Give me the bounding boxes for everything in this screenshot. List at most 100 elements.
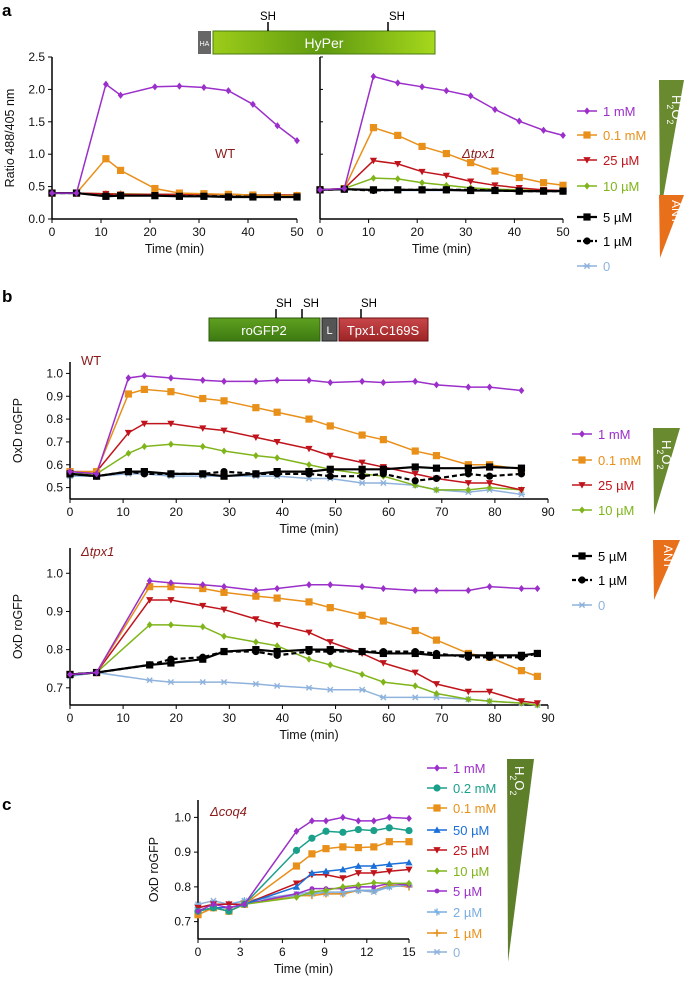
series-1mM xyxy=(67,577,541,679)
data-point xyxy=(273,193,281,201)
legend-label: 0 xyxy=(603,259,610,274)
chart-b-tpx1: 0 10 20 30 40 50 60 70 80 90 0.7 0.8 0.9 1.0 Time (min… xyxy=(11,544,555,742)
data-point xyxy=(249,193,257,201)
legend-item: 25 µM xyxy=(427,843,489,858)
data-point xyxy=(370,72,377,81)
legend-label: 10 µM xyxy=(603,179,639,194)
data-point xyxy=(252,646,260,654)
data-point xyxy=(355,881,362,889)
data-point xyxy=(358,647,366,656)
data-point xyxy=(432,651,441,659)
data-point xyxy=(370,817,377,825)
data-point xyxy=(117,166,125,174)
x-tick-label: 6 xyxy=(279,945,286,959)
data-point xyxy=(492,105,498,114)
data-point xyxy=(253,452,259,460)
legend-item: 1 µM xyxy=(577,234,632,249)
data-point xyxy=(485,688,494,696)
x-tick-label: 70 xyxy=(435,711,449,725)
y-tick-label: 0.9 xyxy=(174,845,191,859)
y-tick-label: 0.7 xyxy=(46,681,63,695)
legend-label: 5 µM xyxy=(453,884,482,899)
data-point xyxy=(151,184,159,193)
legend-marker-icon xyxy=(434,888,440,894)
data-point xyxy=(124,468,133,476)
data-point xyxy=(323,886,329,894)
x-tick-label: 30 xyxy=(223,711,237,725)
series-1uM xyxy=(316,185,567,195)
y-tick-label: 2.0 xyxy=(28,82,45,96)
data-point xyxy=(140,468,148,476)
legend-label: 25 µM xyxy=(453,843,489,858)
legend-label: 5 µM xyxy=(598,549,627,564)
legend-item: 10 µM xyxy=(572,503,634,518)
data-point xyxy=(518,584,525,593)
data-point xyxy=(485,651,494,659)
data-point xyxy=(199,581,206,589)
data-point xyxy=(273,682,281,690)
data-point xyxy=(294,136,300,145)
data-point xyxy=(354,870,362,877)
data-point xyxy=(419,83,425,91)
data-point xyxy=(379,436,387,444)
data-point xyxy=(371,884,377,890)
data-point xyxy=(124,390,133,398)
data-point xyxy=(358,686,366,693)
x-tick-label: 0 xyxy=(317,225,324,239)
data-point xyxy=(405,826,413,835)
series-0.1mM xyxy=(316,124,567,194)
data-point xyxy=(168,579,174,587)
data-point xyxy=(226,904,232,912)
data-point xyxy=(534,584,541,593)
y-tick-label: 0.5 xyxy=(46,481,63,495)
data-point xyxy=(358,459,366,467)
data-point xyxy=(252,592,260,600)
data-point xyxy=(369,186,378,195)
data-point xyxy=(221,377,227,386)
data-point xyxy=(340,883,346,891)
data-point xyxy=(125,449,132,457)
data-point xyxy=(465,383,472,391)
legend-label: 0 xyxy=(598,598,605,613)
legend-item: 1 mM xyxy=(577,104,636,119)
data-point xyxy=(199,602,207,610)
x-tick-label: 50 xyxy=(329,711,343,725)
data-point xyxy=(168,621,174,629)
data-point xyxy=(485,480,494,487)
data-point xyxy=(411,694,419,701)
data-point xyxy=(433,381,440,389)
legend-label: 1 µM xyxy=(598,573,627,588)
data-point xyxy=(412,682,419,690)
x-tick-label: 10 xyxy=(94,225,108,239)
x-tick-label: 40 xyxy=(508,225,522,239)
x-tick-label: 0 xyxy=(67,711,74,725)
data-point xyxy=(151,192,159,200)
data-point xyxy=(167,597,175,604)
data-point xyxy=(146,677,154,684)
data-point xyxy=(559,181,567,189)
legend-marker-icon xyxy=(578,482,586,489)
data-point xyxy=(418,186,426,194)
data-point xyxy=(146,621,153,629)
x-tick-label: 30 xyxy=(459,225,473,239)
y-tick-label: 1.0 xyxy=(46,366,63,380)
data-point xyxy=(220,397,228,405)
data-point xyxy=(152,83,158,91)
data-point xyxy=(406,879,412,887)
legend-label: 0.1 mM xyxy=(603,128,646,143)
y-tick-label: 0.5 xyxy=(28,180,45,194)
h2o2-gradient-c: H2O2 xyxy=(507,759,534,962)
x-tick-label: 20 xyxy=(170,505,184,519)
data-point xyxy=(518,386,525,395)
data-point xyxy=(339,865,347,873)
h2o2-label: H2O2 xyxy=(665,95,684,125)
data-point xyxy=(533,672,541,680)
data-point xyxy=(394,175,401,183)
data-point xyxy=(273,621,281,629)
data-point xyxy=(370,843,378,851)
y-tick-label: 0.7 xyxy=(46,435,63,449)
data-point xyxy=(252,434,260,441)
data-point xyxy=(146,597,154,604)
y-tick-label: 1.0 xyxy=(46,566,63,580)
legend-marker-icon xyxy=(578,456,586,464)
